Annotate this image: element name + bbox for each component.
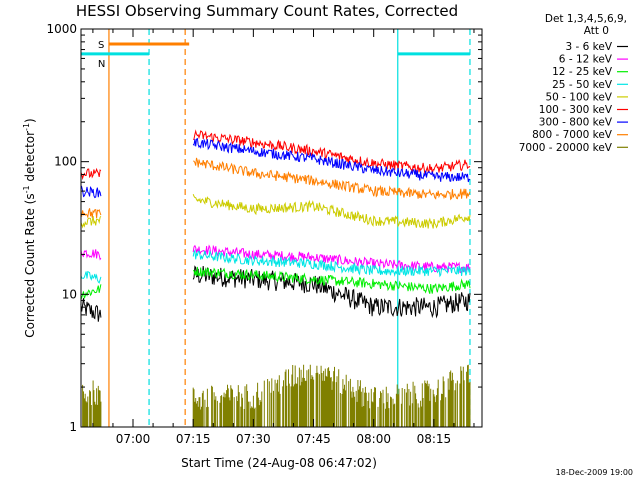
- legend-entry-label: 7000 - 20000 keV: [519, 142, 613, 154]
- series-4-segment-0: [80, 215, 102, 229]
- x-tick-label: 08:15: [417, 432, 452, 446]
- legend-entry-label: 50 - 100 keV: [545, 91, 612, 103]
- legend-entry-label: 300 - 800 keV: [539, 117, 613, 129]
- y-axis-label: Corrected Count Rate (s-1 detector-1): [22, 118, 37, 337]
- flag-label: S: [98, 40, 104, 51]
- legend-entry-label: 6 - 12 keV: [559, 54, 613, 66]
- y-axis-label-mid: detector: [23, 131, 37, 186]
- series-3-segment-0: [80, 270, 102, 284]
- legend-entry-label: 3 - 6 keV: [565, 41, 612, 53]
- chart-title: HESSI Observing Summary Count Rates, Cor…: [76, 2, 458, 20]
- x-axis-label: Start Time (24-Aug-08 06:47:02): [181, 456, 377, 470]
- series-8-segment-0: [82, 380, 102, 427]
- series-1-segment-0: [80, 249, 102, 261]
- x-tick-label: 07:00: [116, 432, 151, 446]
- y-axis-label-main: Corrected Count Rate (s: [23, 193, 37, 337]
- y-tick-label: 10: [62, 287, 77, 301]
- series-2-segment-0: [80, 284, 102, 300]
- series-5-segment-1: [192, 129, 471, 175]
- y-tick-label: 100: [54, 155, 77, 169]
- series-8-segment-1: [192, 364, 471, 427]
- y-tick-label: 1000: [46, 22, 77, 36]
- flags-layer: SN: [80, 29, 471, 427]
- legend-header-line-2: Att 0: [584, 25, 609, 37]
- y-axis-label-end: ): [23, 118, 37, 123]
- series-6-segment-1: [192, 137, 471, 183]
- series-layer: [80, 129, 471, 427]
- legend-entry-label: 12 - 25 keV: [552, 66, 613, 78]
- y-axis-label-sup1: -1: [22, 185, 31, 193]
- series-1-segment-1: [192, 244, 471, 273]
- legend-header-line-1: Det 1,3,4,5,6,9,: [545, 13, 627, 25]
- flag-label: N: [98, 59, 105, 70]
- legend-entry-label: 100 - 300 keV: [539, 104, 613, 116]
- series-7-segment-0: [80, 208, 102, 219]
- series-0-segment-0: [80, 298, 102, 322]
- series-3-segment-1: [192, 248, 471, 278]
- y-tick-label: 1: [69, 420, 77, 434]
- x-tick-label: 08:00: [356, 432, 391, 446]
- x-tick-label: 07:30: [236, 432, 271, 446]
- series-7-segment-1: [193, 157, 471, 201]
- axes-layer: 1 10 100 1000 07:00 07:15 07:30 07:45 08:00 08:15: [46, 22, 482, 446]
- series-6-segment-0: [80, 185, 102, 199]
- x-tick-label: 07:15: [176, 432, 211, 446]
- series-4-segment-1: [192, 194, 471, 229]
- legend-entry-label: 25 - 50 keV: [552, 79, 613, 91]
- footer-date: 18-Dec-2009 19:00: [556, 468, 633, 477]
- series-2-segment-1: [193, 266, 471, 294]
- x-tick-label: 07:45: [296, 432, 331, 446]
- series-5-segment-0: [80, 167, 102, 181]
- y-axis-label-sup2: -1: [22, 123, 31, 131]
- legend-entry-label: 800 - 7000 keV: [532, 129, 613, 141]
- plot-frame: [80, 28, 483, 428]
- series-0-segment-1: [192, 265, 471, 319]
